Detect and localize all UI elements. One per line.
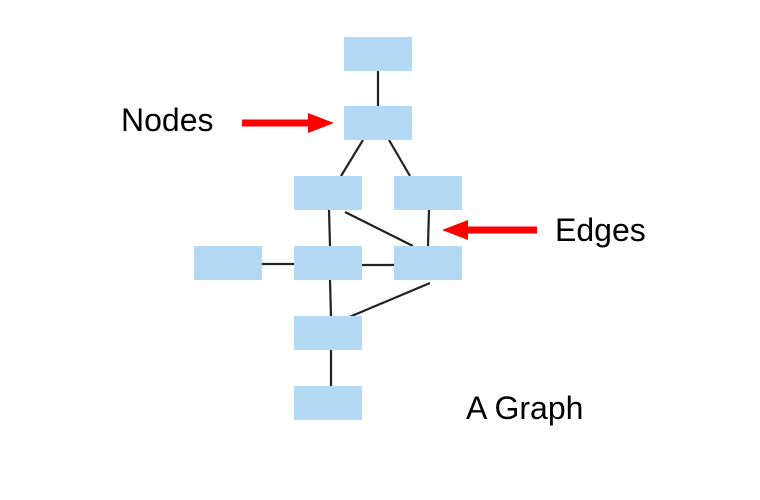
graph-node-n2: [344, 106, 412, 140]
edges-label: Edges: [555, 212, 646, 248]
graph-edge-n7-n8: [346, 281, 431, 320]
graph-node-n6: [294, 246, 362, 280]
graph-edge-n4-n7: [426, 209, 431, 247]
graph-node-n5: [194, 246, 262, 280]
graph-caption: A Graph: [466, 390, 583, 426]
nodes-label: Nodes: [121, 102, 214, 138]
nodes-layer: [194, 37, 462, 420]
edges-layer: [262, 71, 431, 386]
graph-node-n8: [294, 316, 362, 350]
graph-edge-n3-n6: [327, 209, 332, 247]
graph-node-n9: [294, 386, 362, 420]
nodes-arrow: [242, 113, 334, 133]
graph-node-n1: [344, 37, 412, 71]
graph-edge-n2-n3: [340, 139, 364, 177]
graph-node-n4: [394, 176, 462, 210]
edges-arrow: [442, 220, 537, 240]
graph-node-n3: [294, 176, 362, 210]
graph-edge-n6-n8: [328, 279, 333, 317]
graph-edge-n2-n4: [388, 139, 411, 177]
graph-node-n7: [394, 246, 462, 280]
graph-edge-n3-n7: [344, 211, 414, 247]
